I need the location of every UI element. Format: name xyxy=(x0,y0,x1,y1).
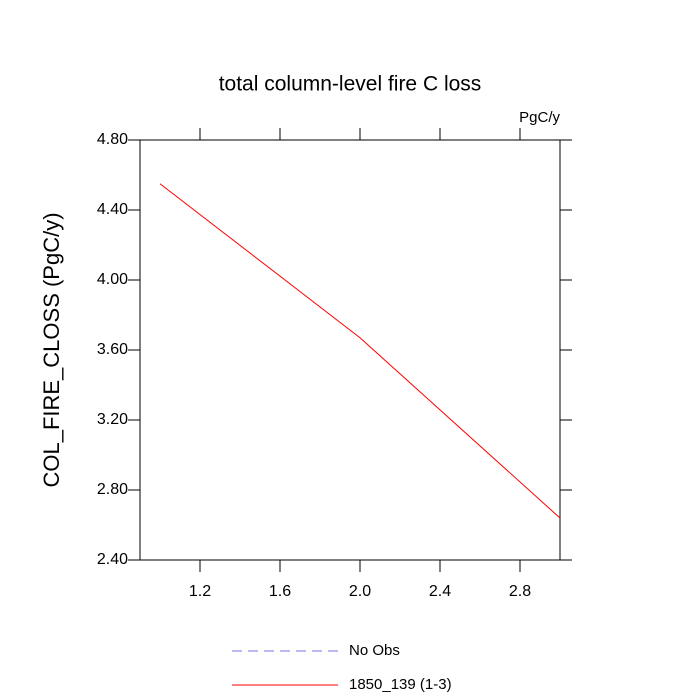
legend-label: 1850_139 (1-3) xyxy=(349,676,452,693)
plot-frame xyxy=(139,139,561,561)
x-tick-label: 1.2 xyxy=(189,583,211,600)
legend-label: No Obs xyxy=(349,642,400,659)
chart-title: total column-level fire C loss xyxy=(219,73,482,96)
y-tick-label: 4.80 xyxy=(97,131,128,148)
y-axis-label: COL_FIRE_CLOSS (PgC/y) xyxy=(39,212,64,487)
y-tick-label: 3.20 xyxy=(97,411,128,428)
y-tick-label: 4.00 xyxy=(97,271,128,288)
series-line xyxy=(159,183,561,519)
y-tick-label: 2.80 xyxy=(97,481,128,498)
y-tick-label: 4.40 xyxy=(97,201,128,218)
y-tick-label: 2.40 xyxy=(97,551,128,568)
x-tick-label: 2.4 xyxy=(429,583,451,600)
x-tick-label: 2.8 xyxy=(509,583,531,600)
x-tick-label: 1.6 xyxy=(269,583,291,600)
y-tick-label: 3.60 xyxy=(97,341,128,358)
x-tick-label: 2.0 xyxy=(349,583,371,600)
units-label: PgC/y xyxy=(519,109,560,126)
